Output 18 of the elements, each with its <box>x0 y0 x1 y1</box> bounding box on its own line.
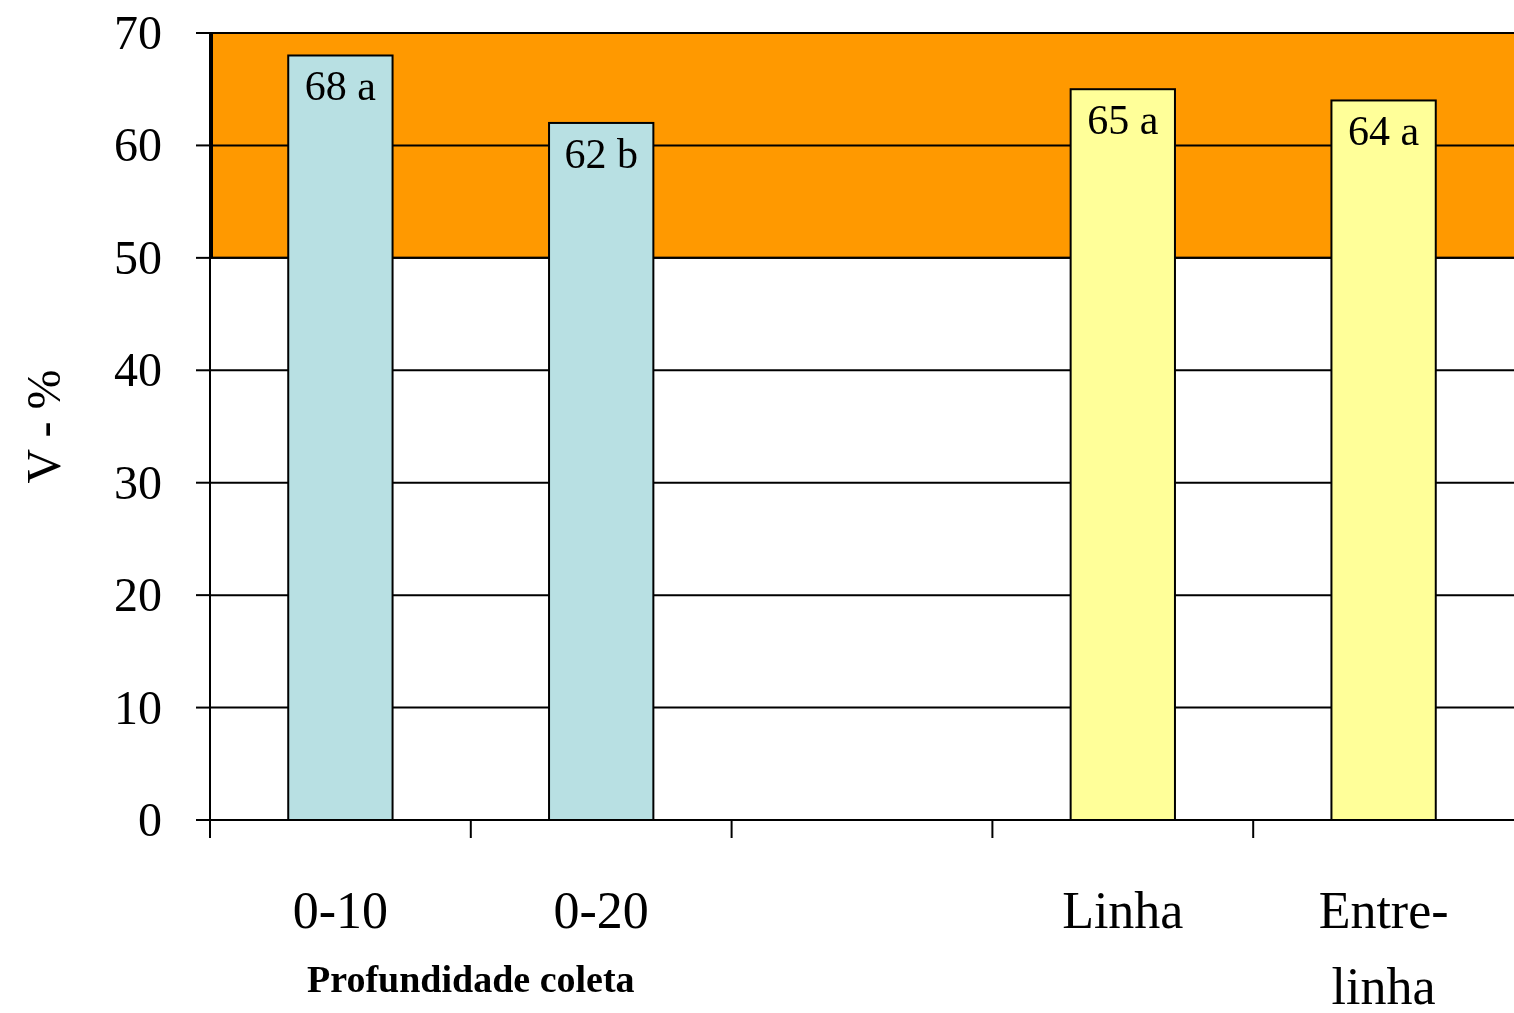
x-tick-label: Linha <box>1062 882 1184 939</box>
y-tick-label: 0 <box>138 793 162 846</box>
y-tick-label: 20 <box>114 568 162 622</box>
y-tick-label: 10 <box>114 680 162 734</box>
x-axis-title: Profundidade coleta <box>307 958 635 1000</box>
x-tick-label: 0-10 <box>292 882 389 939</box>
y-axis-title: V - % <box>17 369 70 484</box>
x-tick-label: 0-20 <box>553 882 649 939</box>
data-label: 62 b <box>564 130 638 177</box>
y-tick-label: 50 <box>114 230 162 284</box>
y-tick-label: 40 <box>114 343 162 397</box>
data-label: 68 a <box>304 63 377 110</box>
data-label: 64 a <box>1348 108 1420 155</box>
data-label: 65 a <box>1087 97 1159 144</box>
y-tick-label: 60 <box>114 118 162 172</box>
y-tick-label: 30 <box>114 455 162 509</box>
y-tick-label: 70 <box>114 6 162 59</box>
x-tick-label: Entre- linha <box>1318 882 1449 1013</box>
